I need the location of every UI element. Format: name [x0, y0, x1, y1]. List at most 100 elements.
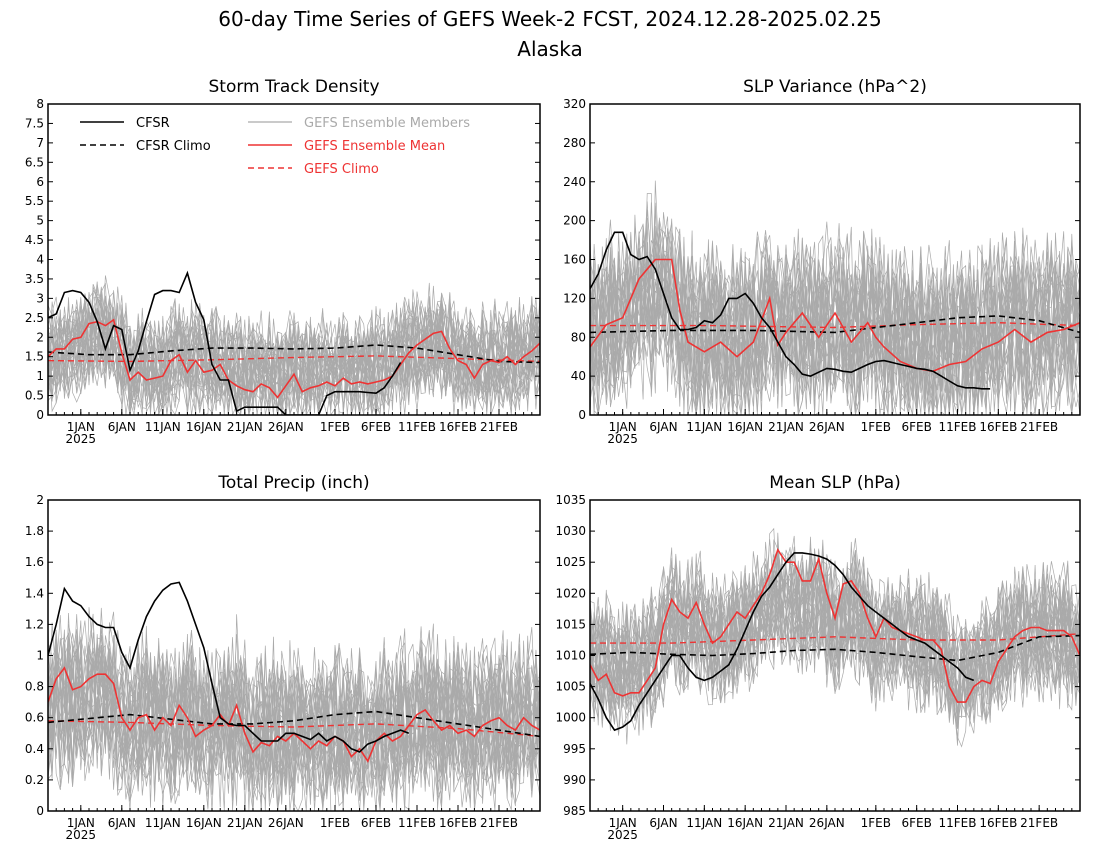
- legend: CFSR CFSR Climo GEFS Ensemble Members GEFS …: [80, 116, 470, 177]
- member-line: [590, 221, 1080, 415]
- panel-title: SLP Variance (hPa^2): [743, 77, 927, 97]
- member-line: [48, 291, 540, 415]
- y-tick-label: 1035: [555, 493, 586, 507]
- member-line: [48, 303, 540, 415]
- y-tick-label: 0: [36, 804, 44, 818]
- x-year-label: 2025: [607, 828, 638, 842]
- y-tick-label: 0: [36, 408, 44, 422]
- legend-label-gefs-climo: GEFS Climo: [304, 162, 379, 177]
- y-tick-label: 40: [571, 369, 586, 383]
- x-tick-label: 21JAN: [227, 420, 263, 434]
- member-line: [48, 629, 540, 803]
- member-line: [48, 644, 540, 811]
- y-tick-label: 0.4: [25, 742, 44, 756]
- y-tick-label: 7.5: [25, 116, 44, 130]
- x-tick-label: 21FEB: [1020, 816, 1058, 830]
- x-tick-label: 6FEB: [361, 420, 391, 434]
- member-line: [590, 228, 1080, 415]
- panel-title: Storm Track Density: [208, 77, 379, 97]
- x-tick-label: 21JAN: [768, 816, 804, 830]
- figure-subtitle: Alaska: [517, 37, 582, 61]
- series-line-gefs-climo: [48, 355, 540, 363]
- x-tick-label: 11JAN: [686, 420, 722, 434]
- y-tick-label: 320: [563, 97, 586, 111]
- y-tick-label: 1030: [555, 524, 586, 538]
- y-tick-label: 6: [36, 175, 44, 189]
- y-tick-label: 80: [571, 330, 586, 344]
- y-tick-label: 200: [563, 214, 586, 228]
- member-line: [48, 611, 540, 811]
- x-tick-label: 6JAN: [108, 420, 136, 434]
- figure-title: 60-day Time Series of GEFS Week-2 FCST, …: [218, 7, 881, 31]
- x-tick-label: 21FEB: [480, 816, 518, 830]
- x-year-label: 2025: [607, 432, 638, 446]
- member-line: [48, 299, 540, 415]
- y-tick-label: 4: [36, 253, 44, 267]
- member-line: [590, 540, 1080, 729]
- ensemble-members: [48, 275, 540, 415]
- x-tick-label: 16FEB: [439, 816, 477, 830]
- x-tick-label: 1JAN: [609, 420, 637, 434]
- y-tick-label: 1025: [555, 555, 586, 569]
- member-line: [48, 301, 540, 415]
- y-tick-label: 995: [563, 742, 586, 756]
- legend-label-mean: GEFS Ensemble Mean: [304, 139, 445, 154]
- member-line: [590, 547, 1080, 746]
- x-tick-label: 21JAN: [227, 816, 263, 830]
- y-tick-label: 120: [563, 291, 586, 305]
- x-tick-label: 26JAN: [809, 420, 845, 434]
- x-tick-label: 6FEB: [901, 420, 931, 434]
- member-line: [48, 650, 540, 809]
- x-tick-label: 1JAN: [67, 816, 95, 830]
- y-tick-label: 985: [563, 804, 586, 818]
- y-tick-label: 4.5: [25, 233, 44, 247]
- x-tick-label: 11FEB: [939, 816, 977, 830]
- panel-4: Mean SLP (hPa) 985 990 995 1000 1005 1010 1015 1…: [555, 473, 1081, 842]
- member-line: [48, 283, 540, 415]
- x-tick-label: 16JAN: [186, 816, 222, 830]
- member-line: [590, 214, 1080, 415]
- series-line-cfsr: [48, 270, 402, 415]
- y-tick-label: 1.6: [25, 555, 44, 569]
- x-tick-label: 1FEB: [320, 420, 350, 434]
- panel-1: Storm Track Density 0 0.5 1 1.5 2 2.5 3 3.5 4 4.5 5…: [25, 77, 541, 446]
- x-tick-label: 1JAN: [609, 816, 637, 830]
- y-tick-label: 3: [36, 291, 44, 305]
- series-line-cfsr: [48, 581, 410, 753]
- ensemble-members: [590, 527, 1080, 748]
- y-tick-label: 0.5: [25, 389, 44, 403]
- x-tick-label: 16JAN: [186, 420, 222, 434]
- member-line: [48, 614, 540, 811]
- y-tick-label: 1.8: [25, 524, 44, 538]
- x-tick-label: 1JAN: [67, 420, 95, 434]
- y-tick-label: 0.8: [25, 680, 44, 694]
- member-line: [590, 551, 1080, 725]
- y-tick-label: 6.5: [25, 155, 44, 169]
- legend-label-cfsr: CFSR: [136, 116, 170, 131]
- member-line: [590, 227, 1080, 415]
- member-line: [48, 295, 540, 415]
- series-line-gefs-ensemble-mean: [590, 258, 1080, 373]
- panel-title: Total Precip (inch): [217, 473, 369, 493]
- member-line: [48, 292, 540, 414]
- y-tick-label: 280: [563, 136, 586, 150]
- member-line: [48, 295, 540, 415]
- y-tick-label: 3.5: [25, 272, 44, 286]
- x-tick-label: 11JAN: [145, 420, 181, 434]
- x-tick-label: 11FEB: [398, 420, 436, 434]
- member-line: [590, 209, 1080, 415]
- series-line-gefs-climo: [590, 633, 1080, 644]
- y-tick-label: 2: [36, 330, 44, 344]
- y-tick-label: 1: [36, 649, 44, 663]
- y-tick-label: 990: [563, 773, 586, 787]
- y-tick-label: 7: [36, 136, 44, 150]
- y-tick-label: 1000: [555, 711, 586, 725]
- member-line: [48, 631, 540, 811]
- member-line: [590, 217, 1080, 415]
- y-tick-label: 5: [36, 214, 44, 228]
- y-tick-label: 1020: [555, 586, 586, 600]
- member-line: [590, 560, 1080, 715]
- y-tick-label: 0.2: [25, 773, 44, 787]
- x-tick-label: 16FEB: [979, 816, 1017, 830]
